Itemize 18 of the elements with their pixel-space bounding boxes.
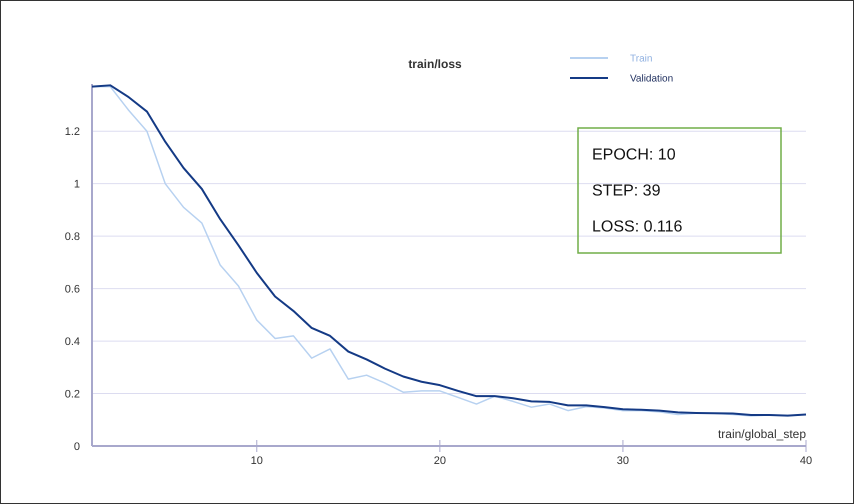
x-tick-label: 20 <box>434 455 446 467</box>
chart-title: train/loss <box>408 57 462 71</box>
y-tick-label: 0.8 <box>64 230 80 243</box>
y-tick-label: 1 <box>74 178 80 191</box>
y-tick-label: 0.6 <box>64 283 80 296</box>
x-axis-title: train/global_step <box>718 427 806 441</box>
y-tick-label: 0 <box>74 440 80 453</box>
x-tick-label: 10 <box>250 455 263 467</box>
y-tick-label: 0.4 <box>64 336 80 348</box>
x-tick-label: 40 <box>800 455 812 467</box>
y-tick-label: 1.2 <box>64 126 80 138</box>
y-tick-label: 0.2 <box>64 388 80 400</box>
annotation: STEP: 39 <box>592 182 661 200</box>
legend-label: Validation <box>630 74 674 84</box>
x-tick-label: 30 <box>616 455 630 467</box>
legend-label: Train <box>630 54 652 64</box>
annotation: EPOCH: 10 <box>592 146 676 164</box>
annotation: LOSS: 0.116 <box>592 218 683 236</box>
